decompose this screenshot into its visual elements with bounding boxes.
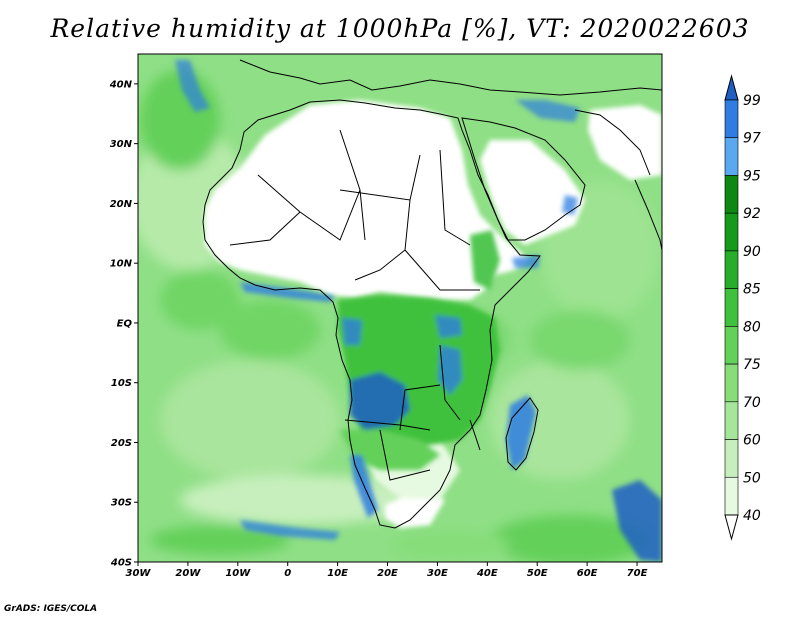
iran-border — [574, 109, 651, 176]
colorbar-label: 95 — [743, 168, 761, 184]
colorbar-box — [724, 137, 739, 176]
madagascar-coastline — [505, 397, 539, 471]
lon-tick-label: 10E — [327, 568, 348, 579]
southern-borders — [344, 344, 481, 481]
colorbar-label: 90 — [743, 244, 761, 260]
colorbar: 40 50 60 70 75 80 85 90 92 95 97 99 — [724, 74, 761, 541]
africa-coastline — [202, 99, 541, 529]
lon-tick-label: 60E — [577, 568, 598, 579]
colorbar-box — [724, 175, 739, 214]
latitude-axis: 40N 30N 20N 10N EQ 10S 20S 30S 40S — [109, 79, 138, 569]
credit-text: GrADS: IGES/COLA — [4, 604, 98, 614]
lat-tick-label: 10N — [110, 259, 133, 270]
lon-tick-label: 70E — [627, 568, 648, 579]
lon-tick-label: 10W — [225, 568, 251, 579]
colorbar-box — [724, 326, 739, 365]
colorbar-box — [724, 401, 739, 440]
europe-coastline — [239, 59, 662, 96]
colorbar-label: 70 — [743, 395, 761, 411]
lon-tick-label: 30W — [126, 568, 152, 579]
colorbar-label: 40 — [743, 508, 761, 524]
india-coastline — [634, 179, 662, 251]
colorbar-label: 97 — [743, 131, 761, 147]
coastlines — [202, 59, 662, 529]
dry-land-area — [205, 100, 662, 528]
colorbar-label: 80 — [743, 319, 761, 335]
lat-tick-label: 20N — [110, 199, 133, 210]
colorbar-box — [724, 288, 739, 327]
colorbar-box — [724, 250, 739, 289]
colorbar-box — [724, 99, 739, 139]
colorbar-box — [724, 212, 739, 252]
arabia-coastline — [461, 117, 586, 241]
sahara-borders — [229, 129, 480, 291]
colorbar-box — [724, 363, 739, 403]
longitude-axis: 30W 20W 10W 0 10E 20E 30E 40E 50E 60E 70E — [126, 562, 648, 579]
lat-tick-label: 20S — [111, 438, 132, 449]
lat-tick-label: 40S — [110, 558, 132, 569]
lon-tick-label: 40E — [476, 568, 498, 579]
colorbar-label: 85 — [743, 282, 761, 298]
colorbar-label: 50 — [743, 470, 761, 486]
colorbar-label: 92 — [743, 206, 761, 222]
lon-tick-label: 30E — [427, 568, 448, 579]
colorbar-box — [724, 439, 739, 478]
chart-title: Relative humidity at 1000hPa [%], VT: 20… — [50, 14, 750, 43]
lat-tick-label: EQ — [117, 318, 133, 329]
lon-tick-label: 50E — [527, 568, 548, 579]
lat-tick-label: 30S — [111, 498, 132, 509]
lat-tick-label: 40N — [109, 79, 133, 90]
colorbar-label: 99 — [743, 93, 761, 109]
colorbar-top-triangle — [724, 74, 739, 101]
lon-tick-label: 0 — [284, 568, 291, 579]
map-field — [138, 54, 662, 562]
colorbar-label: 60 — [743, 433, 761, 449]
lon-tick-label: 20W — [175, 568, 201, 579]
lat-tick-label: 10S — [111, 378, 132, 389]
colorbar-bottom-triangle — [724, 514, 739, 541]
colorbar-label: 75 — [743, 357, 761, 373]
lon-tick-label: 20E — [377, 568, 398, 579]
lat-tick-label: 30N — [110, 139, 133, 150]
map-frame — [137, 53, 663, 563]
colorbar-box — [724, 476, 739, 516]
